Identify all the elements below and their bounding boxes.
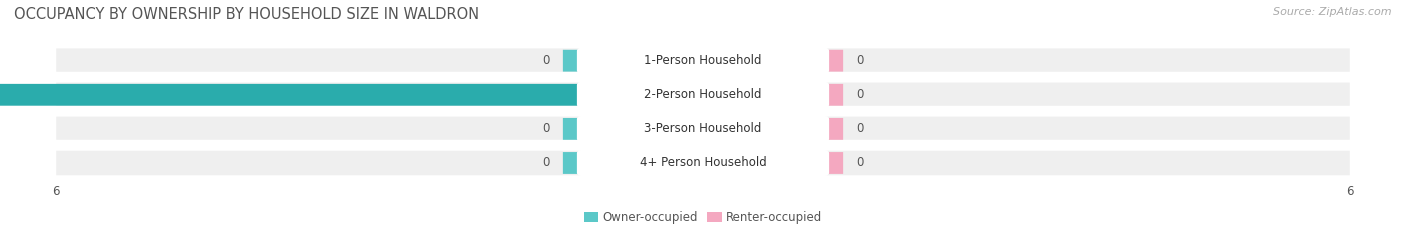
FancyBboxPatch shape [562,50,591,72]
FancyBboxPatch shape [562,152,591,174]
FancyBboxPatch shape [815,118,844,140]
Text: OCCUPANCY BY OWNERSHIP BY HOUSEHOLD SIZE IN WALDRON: OCCUPANCY BY OWNERSHIP BY HOUSEHOLD SIZE… [14,7,479,22]
Text: 3-Person Household: 3-Person Household [644,122,762,135]
FancyBboxPatch shape [56,151,1350,175]
Text: 0: 0 [543,157,550,169]
FancyBboxPatch shape [815,152,844,174]
Text: Source: ZipAtlas.com: Source: ZipAtlas.com [1274,7,1392,17]
Text: 0: 0 [856,88,863,101]
FancyBboxPatch shape [576,47,830,75]
Text: 2-Person Household: 2-Person Household [644,88,762,101]
Text: 0: 0 [856,122,863,135]
FancyBboxPatch shape [815,50,844,72]
Text: 4+ Person Household: 4+ Person Household [640,157,766,169]
FancyBboxPatch shape [562,118,591,140]
FancyBboxPatch shape [56,48,1350,73]
Text: 0: 0 [543,54,550,67]
FancyBboxPatch shape [576,149,830,177]
FancyBboxPatch shape [576,81,830,109]
Text: 0: 0 [856,157,863,169]
FancyBboxPatch shape [0,84,591,106]
FancyBboxPatch shape [815,84,844,106]
FancyBboxPatch shape [576,115,830,143]
FancyBboxPatch shape [56,82,1350,107]
FancyBboxPatch shape [56,116,1350,141]
Text: 0: 0 [856,54,863,67]
Legend: Owner-occupied, Renter-occupied: Owner-occupied, Renter-occupied [579,206,827,229]
Text: 1-Person Household: 1-Person Household [644,54,762,67]
Text: 0: 0 [543,122,550,135]
